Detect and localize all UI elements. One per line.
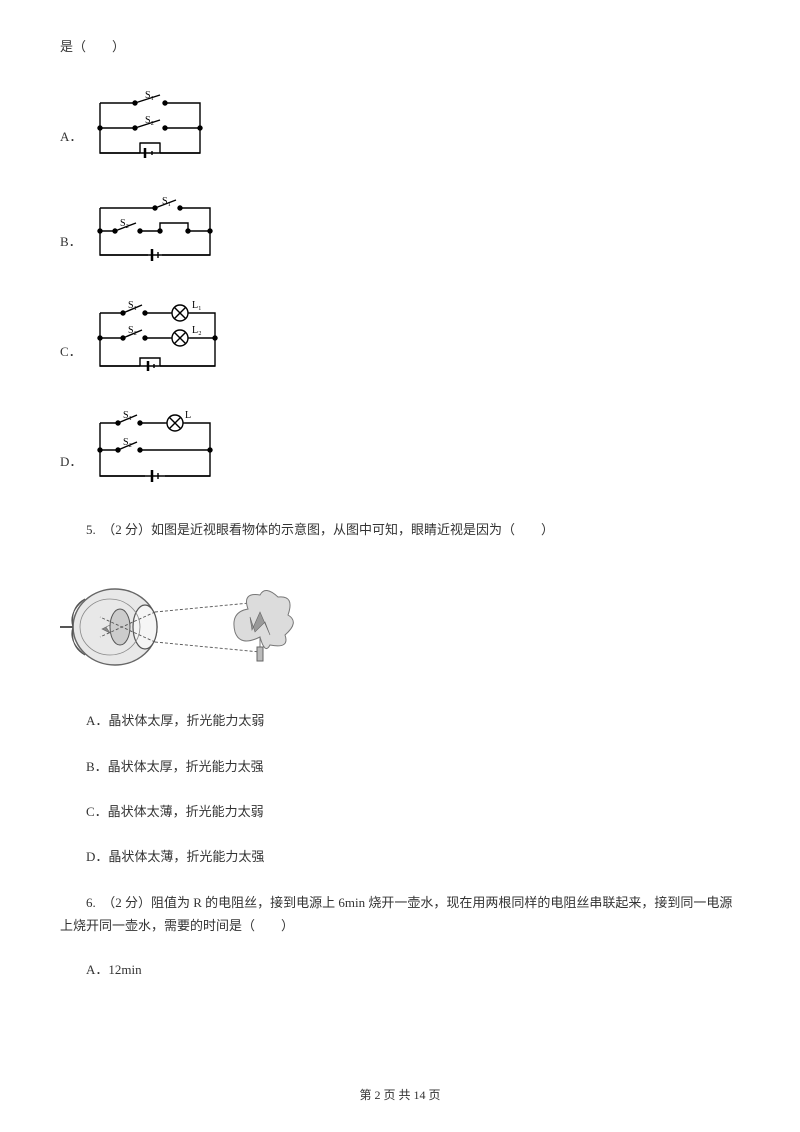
page-content: 是（ ） A． S₁ S₂ B． [0,0,800,1011]
svg-text:S₁: S₁ [145,90,154,101]
circuit-d-icon: S₁ S₂ L [90,408,220,488]
option-c-label: C． [60,340,82,378]
svg-text:S₂: S₂ [123,437,132,448]
option-d-label: D． [60,450,82,488]
q6-opt-a: A．12min [60,958,740,981]
svg-text:L₁: L₁ [192,300,202,311]
q4-option-a: A． S₁ S₂ [60,88,740,163]
svg-text:S₁: S₁ [128,300,137,311]
svg-text:S₂: S₂ [145,115,154,126]
svg-text:S₂: S₂ [128,325,137,336]
q4-option-c: C． S₁ S₂ L₁ L₂ [60,298,740,378]
q5-stem: 5. （2 分）如图是近视眼看物体的示意图，从图中可知，眼睛近视是因为（ ） [60,518,740,541]
q4-option-d: D． S₁ S₂ L [60,408,740,488]
option-b-label: B． [60,230,82,268]
eye-diagram-icon [60,577,320,677]
svg-text:S₂: S₂ [120,218,129,229]
q5-options: A．晶状体太厚，折光能力太弱 B．晶状体太厚，折光能力太强 C．晶状体太薄，折光… [60,709,740,869]
page-footer: 第 2 页 共 14 页 [0,1085,800,1107]
svg-text:S₁: S₁ [162,196,171,207]
svg-text:L₂: L₂ [192,325,202,336]
circuit-c-icon: S₁ S₂ L₁ L₂ [90,298,225,378]
svg-text:S₁: S₁ [123,410,132,421]
circuit-a-icon: S₁ S₂ [90,88,210,163]
q6-stem: 6. （2 分）阻值为 R 的电阻丝，接到电源上 6min 烧开一壶水，现在用两… [60,891,740,938]
intro-fragment: 是（ ） [60,35,740,58]
option-a-label: A． [60,125,82,163]
svg-text:L: L [185,410,191,421]
q5-opt-a: A．晶状体太厚，折光能力太弱 [60,709,740,732]
q5-opt-b: B．晶状体太厚，折光能力太强 [60,755,740,778]
circuit-b-icon: S₁ S₂ [90,193,220,268]
q5-opt-d: D．晶状体太薄，折光能力太强 [60,845,740,868]
q4-option-b: B． S₁ S₂ [60,193,740,268]
q5-opt-c: C．晶状体太薄，折光能力太弱 [60,800,740,823]
